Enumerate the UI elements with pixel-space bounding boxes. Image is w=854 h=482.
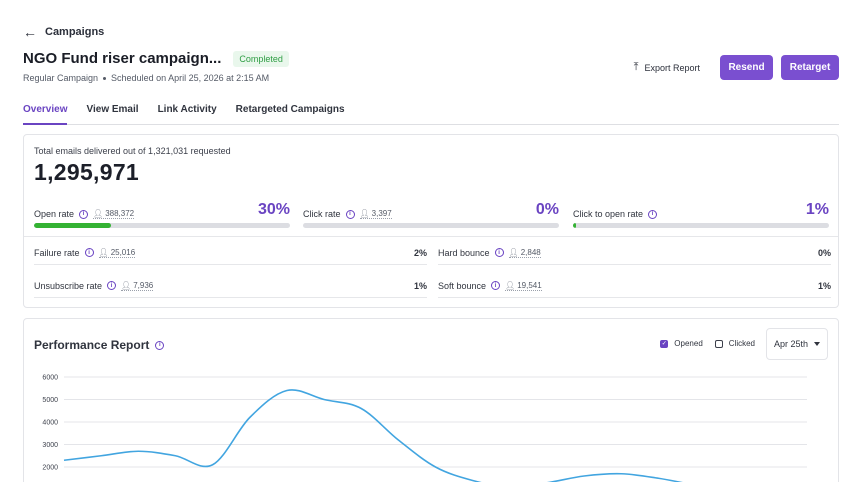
upload-icon: ⤒ (633, 61, 639, 73)
y-tick-label: 6000 (42, 375, 58, 382)
user-icon: 👤︎ (508, 247, 519, 257)
separator-dot (103, 76, 107, 80)
open-rate-count[interactable]: 👤︎ 388,372 (93, 209, 135, 219)
back-to-campaigns-link[interactable]: ← Campaigns (23, 25, 104, 39)
info-icon[interactable]: i (107, 281, 117, 290)
opened-label: Opened (674, 339, 703, 348)
open-rate-percent: 30% (257, 201, 290, 218)
status-badge: Completed (233, 50, 289, 67)
hard-bounce-value: 0% (817, 247, 831, 258)
open-rate-progress (34, 223, 290, 228)
campaign-tabs: Overview View Email Link Activity Retarg… (23, 104, 839, 125)
campaign-header: NGO Fund riser campaign... Completed (23, 50, 289, 67)
user-icon: 👤︎ (98, 247, 109, 257)
back-label: Campaigns (45, 26, 105, 38)
hard-bounce-count-value: 2,848 (520, 247, 541, 257)
header-actions: ⤒ Export Report Resend Retarget (622, 55, 839, 80)
click-rate-progress (303, 223, 559, 228)
chart-legend: ✓ Opened Clicked (660, 339, 755, 348)
y-tick-label: 3000 (42, 442, 58, 449)
unsubscribe-rate-label: Unsubscribe rate (34, 280, 103, 291)
open-rate-count-value: 388,372 (105, 209, 135, 218)
click-rate-percent: 0% (535, 201, 559, 218)
unsubscribe-rate-count-value: 7,936 (133, 280, 154, 290)
info-icon[interactable]: i (79, 209, 89, 219)
open-rate-progress-fill (34, 223, 111, 228)
user-icon: 👤︎ (359, 209, 370, 218)
date-select[interactable]: Apr 25th (766, 328, 828, 360)
checkbox-unchecked-icon (714, 339, 723, 348)
opened-checkbox[interactable]: ✓ Opened (660, 339, 703, 348)
failure-rate-count-value: 25,016 (110, 247, 136, 257)
tab-overview[interactable]: Overview (23, 104, 68, 125)
checkbox-checked-icon: ✓ (660, 339, 669, 348)
info-icon[interactable]: i (491, 281, 501, 290)
stats-divider (24, 236, 838, 237)
click-rate-count[interactable]: 👤︎ 3,397 (359, 209, 392, 219)
arrow-left-icon: ← (23, 24, 37, 40)
open-rate-stat: Open rate i 👤︎ 388,372 30% (34, 201, 290, 228)
unsubscribe-rate-stat: Unsubscribe rate i 👤︎ 7,936 1% (34, 274, 427, 298)
click-to-open-rate-progress (573, 223, 829, 228)
tab-link-activity[interactable]: Link Activity (157, 104, 217, 115)
info-icon[interactable]: i (494, 248, 504, 257)
opened-series-line (63, 389, 684, 482)
date-select-value: Apr 25th (773, 339, 809, 349)
tab-retargeted-campaigns[interactable]: Retargeted Campaigns (235, 104, 345, 115)
retarget-button[interactable]: Retarget (781, 55, 839, 80)
performance-report-title: Performance Report (34, 338, 150, 352)
user-icon: 👤︎ (93, 209, 104, 218)
campaign-type: Regular Campaign (23, 73, 99, 83)
user-icon: 👤︎ (121, 280, 132, 290)
failure-rate-count[interactable]: 👤︎ 25,016 (98, 247, 136, 258)
export-report-button[interactable]: ⤒ Export Report (622, 56, 712, 80)
total-delivered-value: 1,295,971 (34, 159, 140, 185)
soft-bounce-count[interactable]: 👤︎ 19,541 (505, 281, 542, 291)
hard-bounce-stat: Hard bounce i 👤︎ 2,848 0% (438, 241, 831, 265)
click-rate-label: Click rate (303, 209, 341, 219)
user-icon: 👤︎ (505, 280, 516, 290)
info-icon[interactable]: i (84, 248, 94, 257)
clicked-label: Clicked (728, 339, 755, 348)
y-tick-label: 5000 (42, 397, 58, 404)
y-tick-label: 4000 (42, 420, 58, 427)
y-tick-label: 2000 (42, 465, 58, 472)
total-delivered-label: Total emails delivered out of 1,321,031 … (34, 146, 231, 156)
performance-line-chart: 2000 3000 4000 5000 6000 (42, 375, 807, 482)
hard-bounce-label: Hard bounce (438, 247, 490, 258)
info-icon[interactable]: i (155, 340, 165, 350)
export-report-label: Export Report (644, 62, 700, 73)
click-to-open-rate-stat: Click to open rate i 1% (573, 201, 829, 228)
info-icon[interactable]: i (648, 209, 658, 219)
clicked-checkbox[interactable]: Clicked (714, 339, 755, 348)
click-to-open-rate-progress-fill (573, 223, 576, 228)
failure-rate-value: 2% (413, 247, 427, 258)
soft-bounce-stat: Soft bounce i 👤︎ 19,541 1% (438, 274, 831, 298)
click-rate-count-value: 3,397 (371, 209, 392, 218)
campaign-schedule: Scheduled on April 25, 2026 at 2:15 AM (111, 73, 270, 83)
soft-bounce-value: 1% (817, 280, 831, 291)
campaign-meta: Regular Campaign Scheduled on April 25, … (23, 73, 269, 83)
info-icon[interactable]: i (345, 209, 355, 219)
resend-button[interactable]: Resend (720, 55, 773, 80)
tab-view-email[interactable]: View Email (86, 104, 139, 115)
failure-rate-stat: Failure rate i 👤︎ 25,016 2% (34, 241, 427, 265)
stats-card: Total emails delivered out of 1,321,031 … (23, 134, 839, 308)
campaign-title: NGO Fund riser campaign... (23, 50, 222, 67)
unsubscribe-rate-value: 1% (413, 280, 427, 291)
hard-bounce-count[interactable]: 👤︎ 2,848 (508, 247, 541, 258)
unsubscribe-rate-count[interactable]: 👤︎ 7,936 (121, 280, 154, 291)
open-rate-label: Open rate (34, 209, 75, 219)
soft-bounce-label: Soft bounce (438, 280, 487, 291)
performance-report-card: Performance Report i ✓ Opened Clicked Ap… (23, 318, 839, 482)
click-rate-stat: Click rate i 👤︎ 3,397 0% (303, 201, 559, 228)
failure-rate-label: Failure rate (34, 247, 80, 258)
performance-report-heading: Performance Report i (34, 338, 165, 352)
chevron-down-icon (814, 342, 821, 346)
click-to-open-rate-label: Click to open rate (573, 209, 644, 219)
soft-bounce-count-value: 19,541 (517, 280, 542, 290)
click-to-open-rate-percent: 1% (805, 201, 829, 218)
